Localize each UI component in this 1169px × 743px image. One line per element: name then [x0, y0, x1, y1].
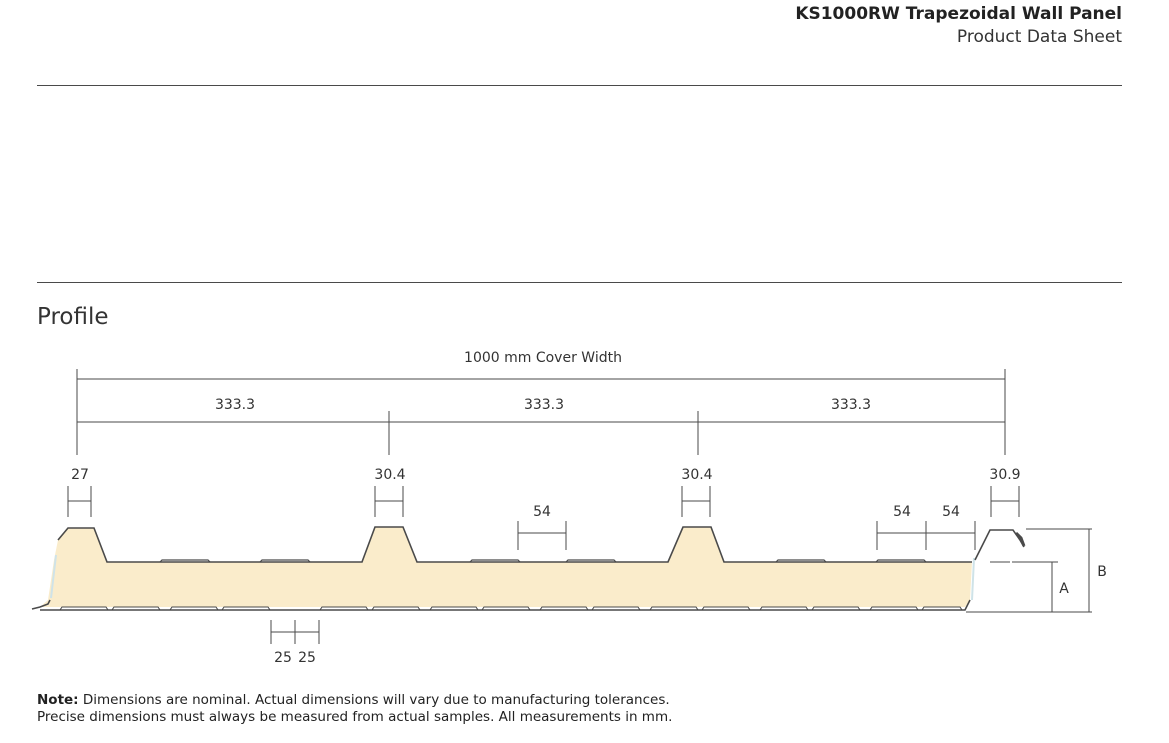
- pan-label: 54: [533, 504, 551, 520]
- height-label-a: A: [1059, 581, 1069, 597]
- document-header: KS1000RW Trapezoidal Wall Panel Product …: [795, 3, 1122, 49]
- header-divider: [37, 85, 1122, 86]
- document-title: KS1000RW Trapezoidal Wall Panel: [795, 4, 1122, 24]
- liner-rib-dimensions: [270, 620, 320, 644]
- lap-hook: [1014, 531, 1026, 547]
- note-line-1: Dimensions are nominal. Actual dimension…: [78, 692, 670, 708]
- pan-rib-dimensions: [517, 521, 976, 550]
- section-divider: [37, 282, 1122, 283]
- liner-sheet-line: [31, 599, 971, 611]
- note-line-2: Precise dimensions must always be measur…: [37, 709, 673, 725]
- pan-label: 54: [942, 504, 960, 520]
- cover-width-dimension: [76, 369, 1006, 455]
- left-edge-seal: [50, 554, 57, 599]
- crown-width-dimensions: [67, 486, 1020, 517]
- cover-width-label: 1000 mm Cover Width: [464, 350, 622, 366]
- pan-label: 54: [893, 504, 911, 520]
- panel-core: [40, 527, 972, 607]
- dimensions-note: Note: Dimensions are nominal. Actual dim…: [37, 692, 672, 726]
- liner-label: 25: [298, 650, 316, 666]
- outer-rib-marks: [159, 559, 927, 563]
- pitch-label: 333.3: [215, 397, 255, 413]
- crown-label: 30.9: [989, 467, 1020, 483]
- crown-label: 27: [71, 467, 89, 483]
- crown-label: 30.4: [681, 467, 712, 483]
- pitch-label: 333.3: [524, 397, 564, 413]
- height-label-b: B: [1097, 564, 1107, 580]
- pitch-label: 333.3: [831, 397, 871, 413]
- crown-label: 30.4: [374, 467, 405, 483]
- right-edge-seal: [971, 557, 975, 601]
- height-dimensions: [966, 528, 1092, 613]
- liner-label: 25: [274, 650, 292, 666]
- outer-sheet-line: [57, 526, 972, 563]
- liner-rib-marks: [59, 606, 963, 611]
- note-label: Note:: [37, 692, 79, 708]
- section-title: Profile: [37, 304, 109, 330]
- document-subtitle: Product Data Sheet: [956, 27, 1122, 47]
